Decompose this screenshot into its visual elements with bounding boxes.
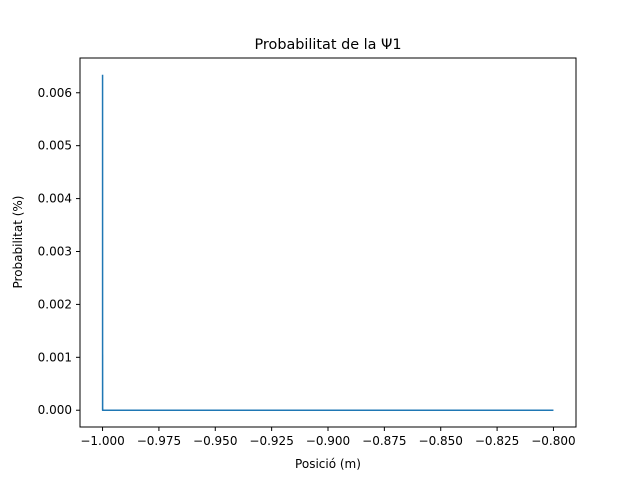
y-tick-label: 0.002 xyxy=(38,297,72,311)
y-tick-label: 0.000 xyxy=(38,403,72,417)
x-tick-label: −0.800 xyxy=(531,434,575,448)
y-tick-label: 0.005 xyxy=(38,139,72,153)
y-tick-label: 0.003 xyxy=(38,244,72,258)
x-tick-label: −0.900 xyxy=(306,434,350,448)
y-tick-label: 0.004 xyxy=(38,192,72,206)
y-tick-label: 0.001 xyxy=(38,350,72,364)
y-axis-ticks: 0.000 0.001 0.002 0.003 0.004 0.005 0.006 xyxy=(38,86,80,417)
x-tick-label: −0.975 xyxy=(137,434,181,448)
x-tick-label: −1.000 xyxy=(80,434,124,448)
chart-title: Probabilitat de la Ψ1 xyxy=(254,37,401,53)
x-axis-label: Posició (m) xyxy=(295,457,361,471)
x-tick-label: −0.950 xyxy=(193,434,237,448)
series-line xyxy=(101,74,554,411)
series-layer xyxy=(101,74,554,411)
x-tick-label: −0.825 xyxy=(475,434,519,448)
y-tick-label: 0.006 xyxy=(38,86,72,100)
x-tick-label: −0.850 xyxy=(419,434,463,448)
plot-frame xyxy=(79,57,577,428)
x-tick-label: −0.875 xyxy=(362,434,406,448)
x-axis-ticks: −1.000 −0.975 −0.950 −0.925 −0.900 −0.875 −0.8… xyxy=(80,427,576,448)
y-axis-label: Probabilitat (%) xyxy=(11,196,25,289)
x-tick-label: −0.925 xyxy=(249,434,293,448)
